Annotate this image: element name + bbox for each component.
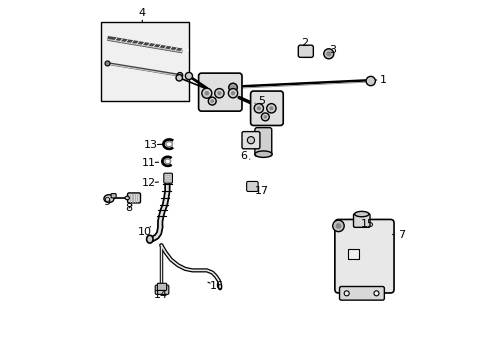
Circle shape xyxy=(202,88,211,98)
FancyBboxPatch shape xyxy=(339,287,384,300)
Text: 4: 4 xyxy=(139,8,145,18)
Text: 11: 11 xyxy=(141,158,155,168)
Circle shape xyxy=(228,89,237,98)
Text: 15: 15 xyxy=(361,219,374,229)
Text: 3: 3 xyxy=(328,45,335,55)
Circle shape xyxy=(185,72,192,80)
FancyBboxPatch shape xyxy=(242,132,260,149)
Text: 13: 13 xyxy=(143,140,157,150)
Circle shape xyxy=(373,291,378,296)
Circle shape xyxy=(217,91,221,95)
Circle shape xyxy=(254,104,263,113)
FancyBboxPatch shape xyxy=(250,91,283,126)
Circle shape xyxy=(177,72,183,78)
Text: 12: 12 xyxy=(141,178,155,188)
FancyBboxPatch shape xyxy=(334,220,393,293)
Circle shape xyxy=(247,136,254,144)
Ellipse shape xyxy=(146,235,153,243)
Circle shape xyxy=(323,49,333,59)
FancyBboxPatch shape xyxy=(111,194,116,198)
Text: 5: 5 xyxy=(258,96,264,106)
Text: 6: 6 xyxy=(240,150,247,161)
FancyBboxPatch shape xyxy=(353,214,369,227)
Bar xyxy=(348,249,359,259)
FancyBboxPatch shape xyxy=(254,128,271,156)
FancyBboxPatch shape xyxy=(157,283,166,291)
Circle shape xyxy=(214,89,224,98)
FancyBboxPatch shape xyxy=(127,193,140,203)
Circle shape xyxy=(230,91,235,95)
Text: 8: 8 xyxy=(125,203,132,213)
Circle shape xyxy=(261,113,269,121)
Circle shape xyxy=(269,106,273,111)
Ellipse shape xyxy=(104,195,114,203)
FancyBboxPatch shape xyxy=(163,173,172,183)
Ellipse shape xyxy=(125,196,129,200)
FancyBboxPatch shape xyxy=(298,45,313,57)
FancyBboxPatch shape xyxy=(246,181,258,192)
Text: 10: 10 xyxy=(138,227,151,237)
Circle shape xyxy=(208,97,216,105)
Text: 17: 17 xyxy=(254,186,268,197)
Circle shape xyxy=(344,291,348,296)
Circle shape xyxy=(204,91,209,95)
FancyBboxPatch shape xyxy=(198,73,242,111)
Ellipse shape xyxy=(254,151,271,157)
Text: 2: 2 xyxy=(301,38,307,48)
Circle shape xyxy=(228,83,237,92)
Text: 9: 9 xyxy=(102,197,110,207)
Ellipse shape xyxy=(354,211,368,217)
Text: 14: 14 xyxy=(154,291,168,301)
Circle shape xyxy=(266,104,276,113)
Circle shape xyxy=(263,115,266,119)
Circle shape xyxy=(325,51,330,56)
Circle shape xyxy=(366,76,375,86)
Text: 16: 16 xyxy=(209,281,223,291)
FancyBboxPatch shape xyxy=(155,285,168,294)
Circle shape xyxy=(176,75,182,81)
Text: 7: 7 xyxy=(397,230,404,239)
Circle shape xyxy=(105,61,110,66)
Circle shape xyxy=(210,99,214,103)
Circle shape xyxy=(256,106,261,111)
Bar xyxy=(101,22,188,101)
Circle shape xyxy=(335,223,341,229)
Circle shape xyxy=(332,220,344,231)
Text: 1: 1 xyxy=(379,75,386,85)
